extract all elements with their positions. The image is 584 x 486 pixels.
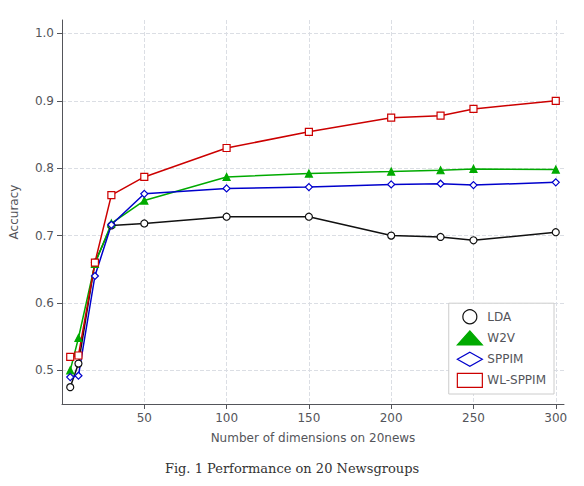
svg-text:250: 250 <box>462 411 485 425</box>
svg-text:Number of dimensions on 20news: Number of dimensions on 20news <box>211 431 416 445</box>
svg-text:SPPIM: SPPIM <box>487 352 523 366</box>
svg-text:W2V: W2V <box>487 331 515 345</box>
svg-text:0.5: 0.5 <box>35 363 54 377</box>
svg-text:150: 150 <box>297 411 320 425</box>
svg-text:200: 200 <box>380 411 403 425</box>
svg-text:0.9: 0.9 <box>35 94 54 108</box>
svg-text:Fig. 1 Performance on 20 Newsg: Fig. 1 Performance on 20 Newsgroups <box>165 461 419 476</box>
svg-text:100: 100 <box>215 411 238 425</box>
svg-text:300: 300 <box>544 411 567 425</box>
svg-text:0.8: 0.8 <box>35 161 54 175</box>
svg-text:LDA: LDA <box>487 310 512 324</box>
svg-text:1.0: 1.0 <box>35 26 54 40</box>
svg-text:Accuracy: Accuracy <box>7 185 21 240</box>
svg-text:WL-SPPIM: WL-SPPIM <box>487 373 546 387</box>
svg-text:0.7: 0.7 <box>35 229 54 243</box>
svg-text:0.6: 0.6 <box>35 296 54 310</box>
svg-text:50: 50 <box>137 411 152 425</box>
